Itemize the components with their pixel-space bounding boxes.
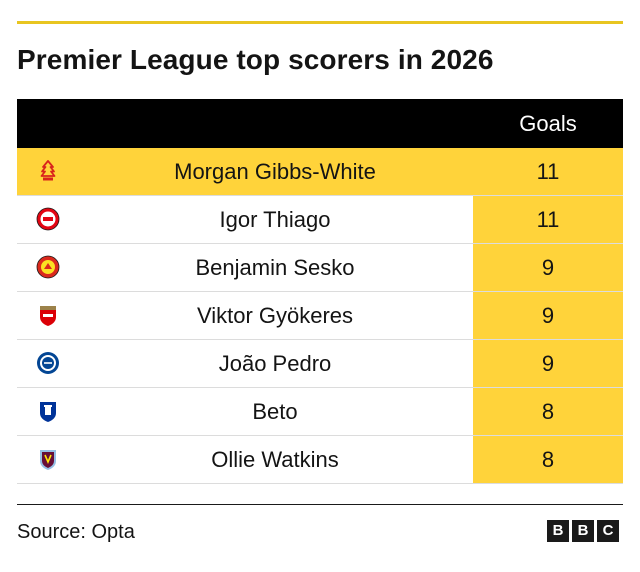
player-name: Morgan Gibbs-White: [174, 159, 376, 184]
source-note: Source: Opta: [17, 521, 135, 543]
goals-value: 9: [473, 340, 623, 387]
player-name: Benjamin Sesko: [195, 255, 355, 280]
manchester-united-badge-icon: [35, 254, 61, 280]
goals-value: 9: [473, 292, 623, 339]
goals-value: 8: [473, 388, 623, 435]
player-name: Beto: [252, 399, 298, 424]
player-name: Ollie Watkins: [211, 447, 339, 472]
table-header: Goals: [17, 99, 623, 148]
table-row: Beto 8: [17, 388, 623, 436]
table-row: Igor Thiago 11: [17, 196, 623, 244]
bbc-logo: B B C: [547, 520, 619, 542]
goals-value: 11: [473, 148, 623, 195]
table-row: Benjamin Sesko 9: [17, 244, 623, 292]
table-row: Morgan Gibbs-White 11: [17, 148, 623, 196]
everton-badge-icon: [35, 398, 61, 424]
player-name: Igor Thiago: [219, 207, 331, 232]
table-row: Viktor Gyökeres 9: [17, 292, 623, 340]
bbc-logo-letter: B: [572, 520, 594, 542]
arsenal-badge-icon: [35, 302, 61, 328]
bbc-logo-letter: B: [547, 520, 569, 542]
player-name: João Pedro: [218, 351, 332, 376]
table-body: Morgan Gibbs-White 11 Igor Thiago 11 Benjami…: [17, 148, 623, 484]
aston-villa-badge-icon: [35, 446, 61, 472]
top-rule: [17, 21, 623, 24]
table-row: Ollie Watkins 8: [17, 436, 623, 484]
nottingham-forest-badge-icon: [35, 158, 61, 184]
goals-value: 8: [473, 436, 623, 483]
goals-value: 11: [473, 196, 623, 243]
scorers-table: Goals Morgan Gibbs-White 11 Igor Thiago 11 B…: [17, 99, 623, 484]
player-name: Viktor Gyökeres: [196, 303, 354, 328]
goals-column-header: Goals: [519, 111, 577, 136]
goals-value: 9: [473, 244, 623, 291]
chelsea-badge-icon: [35, 350, 61, 376]
brentford-badge-icon: [35, 206, 61, 232]
table-row: João Pedro 9: [17, 340, 623, 388]
chart-title: Premier League top scorers in 2026: [17, 44, 494, 75]
bottom-rule: [17, 504, 623, 505]
bbc-logo-letter: C: [597, 520, 619, 542]
